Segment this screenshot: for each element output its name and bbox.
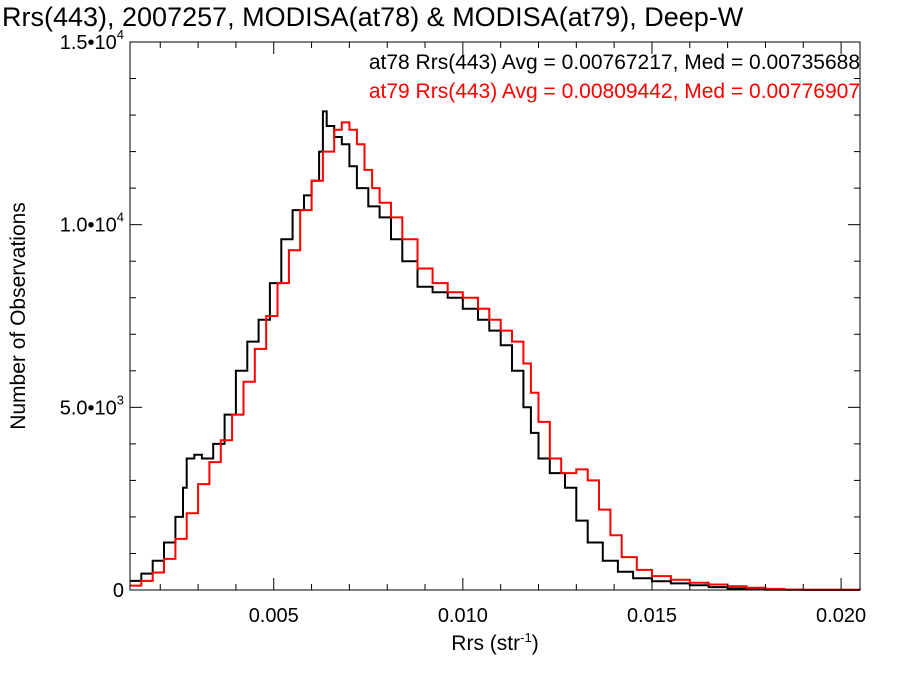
tick-label-layer: 0.005 0.010 0.015 0.020 0 5.0•103 1.0•104 1.5•1… bbox=[60, 27, 866, 627]
series-line-at79 bbox=[130, 121, 861, 591]
y-tick-label: 0 bbox=[113, 580, 124, 602]
y-tick-label: 5.0•103 bbox=[60, 392, 124, 419]
y-tick-label: 1.0•104 bbox=[60, 210, 124, 237]
series-line-at78 bbox=[130, 110, 861, 591]
x-tick-label: 0.005 bbox=[249, 605, 299, 627]
chart-title: Rrs(443), 2007257, MODISA(at78) & MODISA… bbox=[2, 2, 744, 32]
x-axis-label: Rrs (str-1) bbox=[451, 630, 538, 655]
legend-entry-at78: at78 Rrs(443) Avg = 0.00767217, Med = 0.… bbox=[369, 51, 860, 74]
y-axis-label: Number of Observations bbox=[7, 202, 30, 430]
x-tick-label: 0.015 bbox=[627, 605, 677, 627]
tick-layer bbox=[130, 41, 860, 591]
plot-frame bbox=[129, 41, 861, 591]
series-layer bbox=[130, 110, 861, 591]
y-tick-label: 1.5•104 bbox=[60, 27, 124, 54]
legend-entry-at79: at79 Rrs(443) Avg = 0.00809442, Med = 0.… bbox=[369, 80, 860, 103]
x-tick-label: 0.020 bbox=[816, 605, 866, 627]
x-tick-label: 0.010 bbox=[438, 605, 488, 627]
